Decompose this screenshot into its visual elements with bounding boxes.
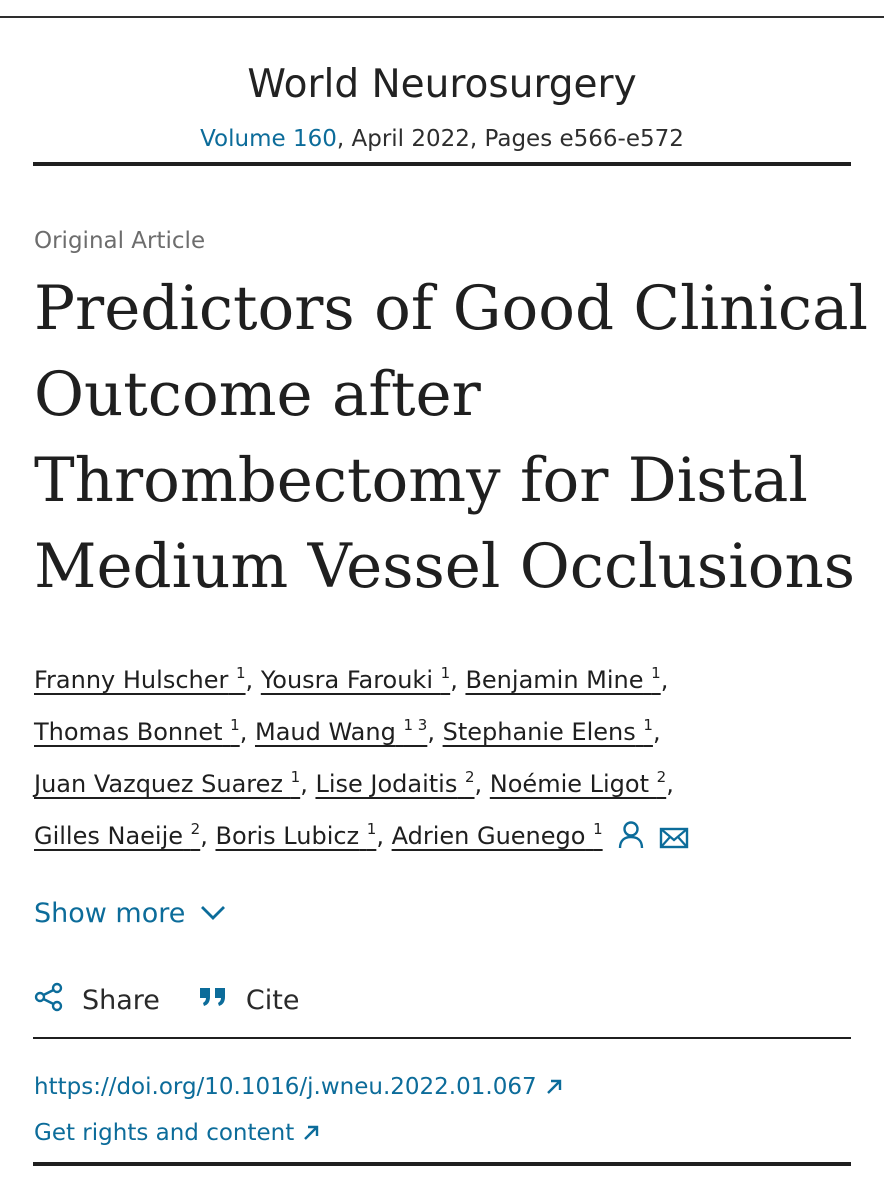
header-divider [33,162,851,166]
title-line: Thrombectomy for Distal [34,445,808,516]
actions-divider [33,1037,851,1039]
title-line: Predictors of Good Clinical [34,273,868,344]
doi-link[interactable]: https://doi.org/10.1016/j.wneu.2022.01.0… [34,1064,565,1110]
article-actions: Share Cite [34,982,337,1019]
volume-link[interactable]: Volume 160 [200,126,337,152]
author-link[interactable]: Noémie Ligot 2 [489,768,667,799]
author-row: Thomas Bonnet 1, Maud Wang 1 3, Stephani… [34,716,661,747]
external-link-icon [537,1074,565,1100]
journal-title[interactable]: World Neurosurgery [247,62,637,107]
author-link[interactable]: Boris Lubicz 1 [215,820,377,851]
author-link[interactable]: Benjamin Mine 1 [465,664,661,695]
author-link[interactable]: Yousra Farouki 1 [260,664,451,695]
author-link[interactable]: Lise Jodaitis 2 [315,768,475,799]
chevron-down-icon [199,898,227,929]
title-line: Medium Vessel Occlusions [34,531,856,602]
top-divider [0,16,884,18]
share-icon [34,982,64,1019]
article-title: Predictors of Good Clinical Outcome afte… [34,266,868,610]
author-row: Juan Vazquez Suarez 1, Lise Jodaitis 2, … [34,768,674,799]
mail-icon[interactable] [659,816,689,868]
title-line: Outcome after [34,359,481,430]
external-link-icon [294,1120,322,1146]
author-link[interactable]: Franny Hulscher 1 [34,664,246,695]
author-link[interactable]: Juan Vazquez Suarez 1 [34,768,301,799]
rights-text: Get rights and content [34,1120,295,1146]
issue-details: , April 2022, Pages e566-e572 [336,126,684,152]
doi-text: https://doi.org/10.1016/j.wneu.2022.01.0… [34,1074,537,1100]
author-link[interactable]: Gilles Naeije 2 [34,820,201,851]
issue-info: Volume 160, April 2022, Pages e566-e572 [0,126,884,152]
share-label: Share [82,985,160,1016]
author-link[interactable]: Maud Wang 1 3 [254,716,428,747]
article-type: Original Article [34,228,206,254]
rights-link[interactable]: Get rights and content [34,1110,565,1156]
author-link[interactable]: Stephanie Elens 1 [442,716,653,747]
author-row: Franny Hulscher 1, Yousra Farouki 1, Ben… [34,664,669,695]
cite-label: Cite [245,985,300,1016]
author-row: Gilles Naeije 2, Boris Lubicz 1, Adrien … [34,810,864,868]
show-more-button[interactable]: Show more [34,898,227,929]
quote-icon [198,985,228,1016]
author-list: Franny Hulscher 1, Yousra Farouki 1, Ben… [34,654,864,868]
author-link[interactable]: Thomas Bonnet 1 [34,716,240,747]
bottom-divider [33,1162,851,1166]
cite-button[interactable]: Cite [198,985,300,1016]
author-link[interactable]: Adrien Guenego 1 [391,820,603,851]
article-links: https://doi.org/10.1016/j.wneu.2022.01.0… [34,1064,565,1156]
share-button[interactable]: Share [34,982,160,1019]
person-icon[interactable] [617,816,645,868]
show-more-label: Show more [34,898,186,929]
